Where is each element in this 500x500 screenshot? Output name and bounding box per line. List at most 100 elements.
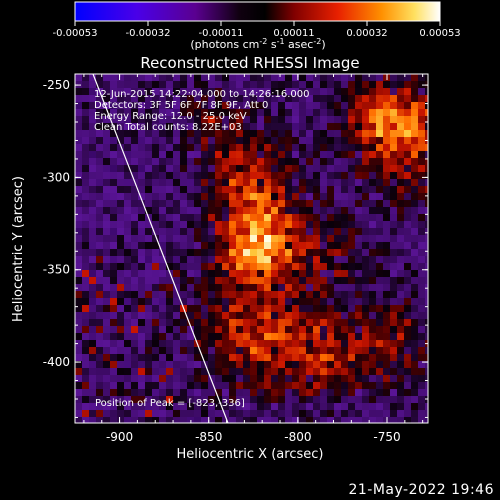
image-pixel [320, 158, 328, 166]
image-pixel [383, 326, 391, 334]
image-pixel [418, 396, 426, 404]
image-pixel [173, 186, 181, 194]
image-pixel [306, 123, 314, 131]
image-pixel [96, 382, 104, 390]
image-pixel [306, 354, 314, 362]
image-pixel [229, 88, 237, 96]
image-pixel [243, 116, 251, 124]
image-pixel [369, 151, 377, 159]
image-pixel [383, 228, 391, 236]
image-pixel [278, 214, 286, 222]
image-pixel [117, 312, 125, 320]
image-pixel [187, 256, 195, 264]
image-pixel [341, 95, 349, 103]
image-pixel [208, 256, 216, 264]
image-pixel [89, 109, 97, 117]
image-pixel [390, 221, 398, 229]
image-pixel [278, 417, 286, 423]
image-pixel [138, 340, 146, 348]
image-pixel [222, 207, 230, 215]
image-pixel [299, 312, 307, 320]
image-pixel [103, 347, 111, 355]
image-pixel [208, 284, 216, 292]
colorbar-tick-label: 0.00032 [346, 28, 387, 39]
image-pixel [320, 130, 328, 138]
image-pixel [348, 284, 356, 292]
image-pixel [348, 375, 356, 383]
image-pixel [159, 291, 167, 299]
image-pixel [208, 417, 216, 423]
image-pixel [89, 74, 97, 82]
image-pixel [89, 347, 97, 355]
image-pixel [257, 291, 265, 299]
image-pixel [89, 102, 97, 110]
image-pixel [82, 319, 90, 327]
image-pixel [236, 123, 244, 131]
image-pixel [369, 179, 377, 187]
image-pixel [341, 228, 349, 236]
image-pixel [299, 333, 307, 341]
image-pixel [320, 144, 328, 152]
image-pixel [411, 340, 419, 348]
image-pixel [250, 102, 258, 110]
image-pixel [236, 172, 244, 180]
image-pixel [82, 172, 90, 180]
image-pixel [243, 123, 251, 131]
image-pixel [187, 221, 195, 229]
image-pixel [131, 123, 139, 131]
image-pixel [229, 242, 237, 250]
image-pixel [89, 151, 97, 159]
image-pixel [236, 256, 244, 264]
image-pixel [159, 396, 167, 404]
image-pixel [180, 312, 188, 320]
image-pixel [166, 256, 174, 264]
image-pixel [404, 277, 412, 285]
image-pixel [376, 242, 384, 250]
image-pixel [341, 326, 349, 334]
image-pixel [397, 389, 405, 397]
image-pixel [152, 312, 160, 320]
image-pixel [348, 382, 356, 390]
image-pixel [194, 130, 202, 138]
image-pixel [355, 193, 363, 201]
image-pixel [187, 144, 195, 152]
image-pixel [348, 298, 356, 306]
image-pixel [194, 319, 202, 327]
image-pixel [383, 403, 391, 411]
image-pixel [264, 396, 272, 404]
image-pixel [187, 235, 195, 243]
image-pixel [187, 158, 195, 166]
image-pixel [425, 172, 428, 180]
colorbar-tick-label: -0.00011 [199, 28, 244, 39]
image-pixel [278, 242, 286, 250]
image-pixel [271, 214, 279, 222]
image-pixel [187, 102, 195, 110]
image-pixel [264, 193, 272, 201]
image-pixel [306, 305, 314, 313]
image-pixel [82, 291, 90, 299]
image-pixel [320, 137, 328, 145]
image-pixel [292, 95, 300, 103]
image-pixel [82, 74, 90, 82]
image-pixel [215, 207, 223, 215]
image-pixel [82, 186, 90, 194]
image-pixel [159, 263, 167, 271]
image-pixel [243, 221, 251, 229]
image-pixel [257, 102, 265, 110]
image-pixel [348, 347, 356, 355]
image-pixel [82, 305, 90, 313]
image-pixel [145, 242, 153, 250]
image-pixel [369, 221, 377, 229]
image-pixel [208, 235, 216, 243]
image-pixel [201, 270, 209, 278]
image-pixel [117, 403, 125, 411]
image-pixel [313, 102, 321, 110]
image-pixel [75, 354, 83, 362]
image-pixel [159, 256, 167, 264]
image-pixel [397, 270, 405, 278]
image-pixel [320, 123, 328, 131]
image-pixel [348, 368, 356, 376]
image-pixel [348, 354, 356, 362]
image-pixel [187, 354, 195, 362]
image-pixel [299, 116, 307, 124]
